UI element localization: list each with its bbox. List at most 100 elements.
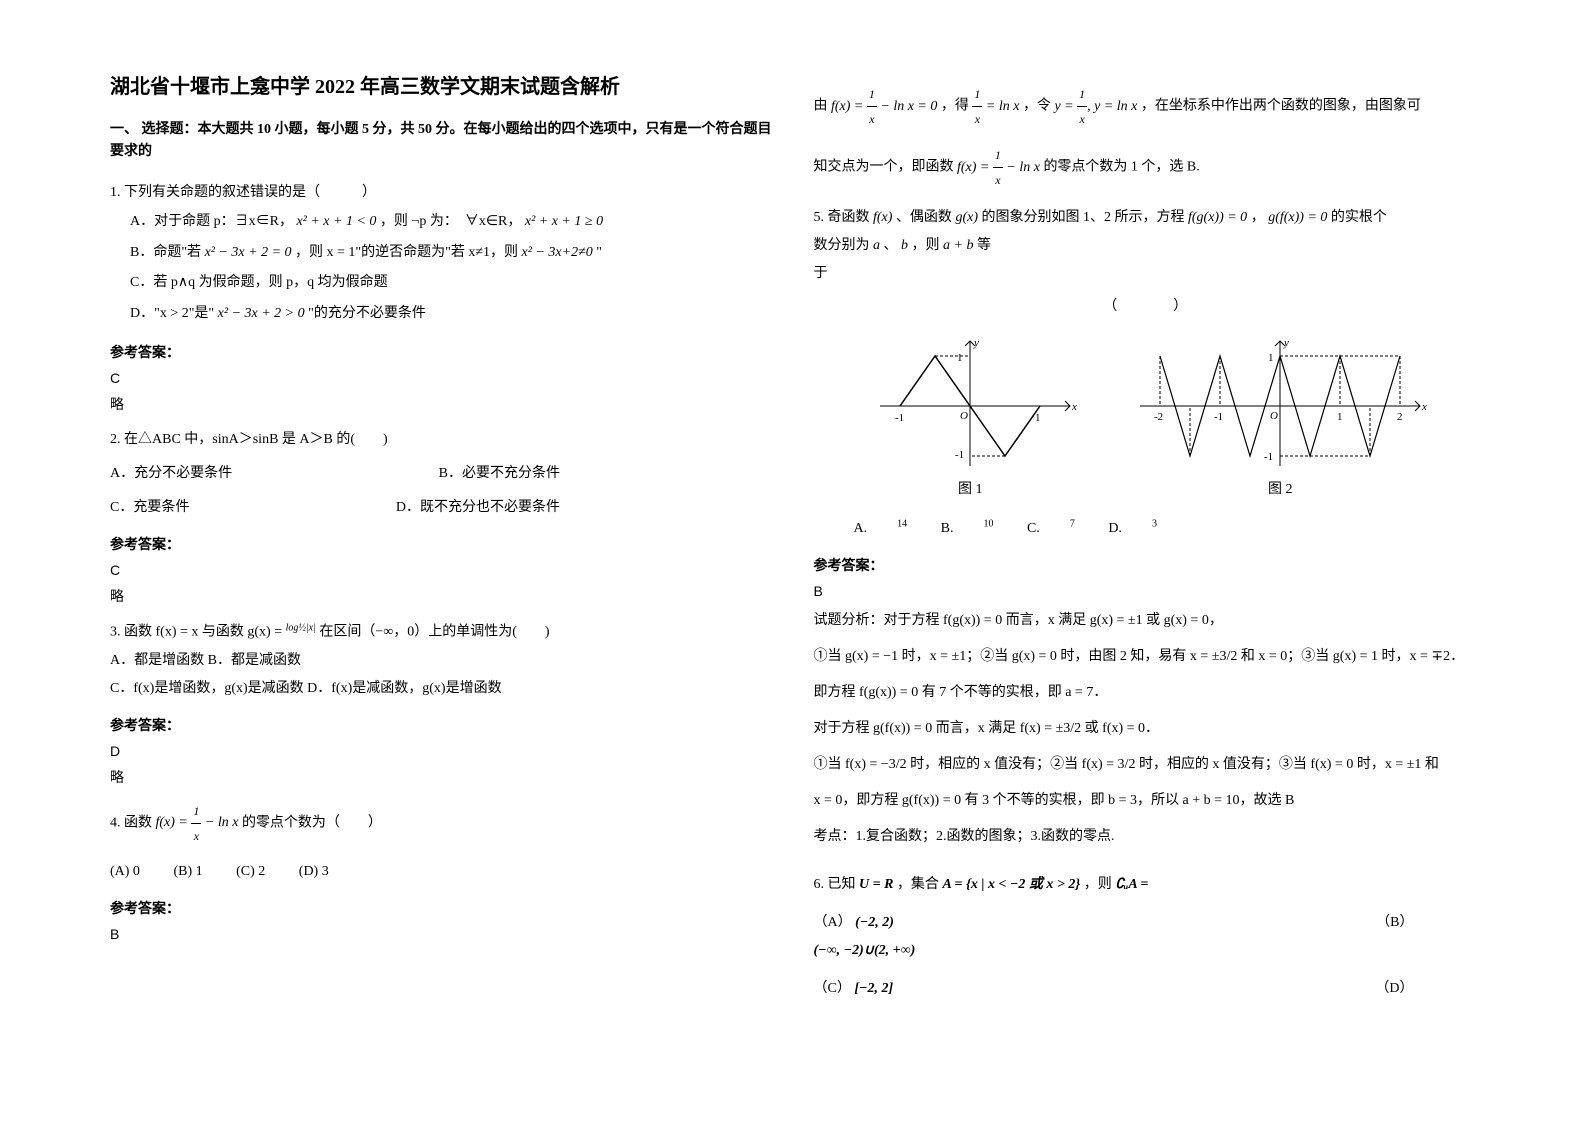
q5-exp-4: 对于方程 g(f(x)) = 0 而言，x 满足 f(x) = ±3/2 或 f… xyxy=(814,715,1478,743)
q1-answer: C xyxy=(110,370,774,386)
svg-text:-1: -1 xyxy=(1264,451,1273,463)
question-1: 1. 下列有关命题的叙述错误的是（ ） A．对于命题 p：∃x∈R， x² + … xyxy=(110,179,774,330)
q6-opts-1: （A） (−2, 2) （B） xyxy=(814,909,1414,937)
q5-exp-3: 即方程 f(g(x)) = 0 有 7 个不等的实根，即 a = 7． xyxy=(814,679,1478,707)
q4-stem: 4. 函数 f(x) = 1x − ln x 的零点个数为（ ） xyxy=(110,799,774,848)
q2-opt-d: D．既不充分也不必要条件 xyxy=(396,494,560,522)
svg-text:1: 1 xyxy=(1268,352,1274,364)
q2-answer-label: 参考答案： xyxy=(110,534,774,554)
q6-opt-b-val: (−∞, −2)∪(2, +∞) xyxy=(814,937,1478,965)
q6-opt-c: （C） [−2, 2] xyxy=(814,975,894,1003)
q3-opt-b: B．都是减函数 xyxy=(208,653,301,668)
svg-text:1: 1 xyxy=(1337,411,1343,423)
q6-opts-2: （C） [−2, 2] （D） xyxy=(814,975,1414,1003)
question-6: 6. 已知 U = R ，集合 A = {x | x < −2 或 x > 2}… xyxy=(814,871,1478,1003)
q3-stem: 3. 函数 f(x) = x 与函数 g(x) = log½|x| 在区间（−∞… xyxy=(110,618,774,647)
q3-opt-d: D．f(x)是减函数，g(x)是增函数 xyxy=(307,681,501,696)
svg-text:y: y xyxy=(973,337,979,349)
q4-opt-b: (B) 1 xyxy=(173,864,202,879)
svg-text:1: 1 xyxy=(1035,412,1041,424)
q2-opt-b: B．必要不充分条件 xyxy=(439,460,560,488)
q5-answer: B xyxy=(814,583,1478,599)
q6-stem: 6. 已知 U = R ，集合 A = {x | x < −2 或 x > 2}… xyxy=(814,871,1478,899)
q2-stem: 2. 在△ABC 中，sinA＞sinB 是 A＞B 的( ) xyxy=(110,426,774,454)
q4-opt-a: (A) 0 xyxy=(110,864,140,879)
q3-answer-label: 参考答案： xyxy=(110,715,774,735)
svg-text:2: 2 xyxy=(1397,411,1403,423)
q5-graphs: x y -1 1 1 -1 O 图 1 xyxy=(814,326,1478,504)
q4-opt-d: (D) 3 xyxy=(299,864,329,879)
svg-text:-1: -1 xyxy=(955,449,964,461)
q5-opt-b: B.10 xyxy=(941,521,994,536)
q2-opt-a: A．充分不必要条件 xyxy=(110,460,232,488)
q2-opt-c: C．充要条件 xyxy=(110,494,189,522)
q3-opt-c: C．f(x)是增函数，g(x)是减函数 xyxy=(110,681,304,696)
graph-1-label: 图 1 xyxy=(860,476,1080,504)
right-column: 由 f(x) = 1x − ln x = 0 ，得 1x = ln x ，令 y… xyxy=(794,70,1498,1015)
svg-text:-1: -1 xyxy=(895,412,904,424)
q4-fn: f(x) = 1x − ln x xyxy=(156,815,242,830)
question-5: 5. 奇函数 f(x) 、偶函数 g(x) 的图象分别如图 1、2 所示，方程 … xyxy=(814,204,1478,543)
q2-answer: C xyxy=(110,562,774,578)
q4-explain-1: 由 f(x) = 1x − ln x = 0 ，得 1x = ln x ，令 y… xyxy=(814,82,1478,131)
svg-text:x: x xyxy=(1421,401,1427,413)
q6-opt-d-label: （D） xyxy=(1375,975,1413,1003)
graph-2-label: 图 2 xyxy=(1130,476,1430,504)
q4-opt-c: (C) 2 xyxy=(236,864,265,879)
q5-exp-2: ①当 g(x) = −1 时，x = ±1；②当 g(x) = 0 时，由图 2… xyxy=(814,643,1478,671)
svg-text:1: 1 xyxy=(957,352,963,364)
q5-graph-1: x y -1 1 1 -1 O 图 1 xyxy=(860,326,1080,504)
question-3: 3. 函数 f(x) = x 与函数 g(x) = log½|x| 在区间（−∞… xyxy=(110,618,774,703)
q3-answer: D xyxy=(110,743,774,759)
q5-stem-l3: 于 xyxy=(814,260,1478,288)
svg-text:y: y xyxy=(1283,337,1289,349)
svg-text:-2: -2 xyxy=(1154,411,1163,423)
q2-opts-2: C．充要条件 D．既不充分也不必要条件 xyxy=(110,494,560,522)
q1-opt-d: D．"x > 2"是" x² − 3x + 2 > 0 "的充分不必要条件 xyxy=(130,299,774,330)
graph-1-svg: x y -1 1 1 -1 O xyxy=(860,336,1080,476)
q5-options: A.14 B.10 C.7 D.3 xyxy=(854,514,1187,543)
q5-opt-a: A.14 xyxy=(854,521,908,536)
left-column: 湖北省十堰市上龛中学 2022 年高三数学文期末试题含解析 一、 选择题：本大题… xyxy=(90,70,794,1015)
q5-exp-5: ①当 f(x) = −3/2 时，相应的 x 值没有；②当 f(x) = 3/2… xyxy=(814,751,1478,779)
page-root: 湖北省十堰市上龛中学 2022 年高三数学文期末试题含解析 一、 选择题：本大题… xyxy=(0,0,1587,1085)
q4-answer: B xyxy=(110,926,774,942)
q4-explain-2: 知交点为一个，即函数 f(x) = 1x − ln x 的零点个数为 1 个，选… xyxy=(814,143,1478,192)
svg-text:x: x xyxy=(1071,401,1077,413)
q3-answer-note: 略 xyxy=(110,767,774,787)
page-title: 湖北省十堰市上龛中学 2022 年高三数学文期末试题含解析 xyxy=(110,70,774,99)
q2-answer-note: 略 xyxy=(110,586,774,606)
q5-exp-6: x = 0，即方程 g(f(x)) = 0 有 3 个不等的实根，即 b = 3… xyxy=(814,787,1478,815)
q5-paren: （ ） xyxy=(814,293,1478,321)
q1-answer-label: 参考答案： xyxy=(110,342,774,362)
q5-opt-d: D.3 xyxy=(1108,521,1157,536)
q1-opt-c: C．若 p∧q 为假命题，则 p，q 均为假命题 xyxy=(130,268,774,299)
q3-opts-1: A．都是增函数 B．都是减函数 xyxy=(110,647,774,675)
q1-answer-note: 略 xyxy=(110,394,774,414)
svg-text:O: O xyxy=(960,410,968,422)
q1-opt-b: B．命题"若 x² − 3x + 2 = 0 ，则 x = 1"的逆否命题为"若… xyxy=(130,238,774,269)
q1-opt-a: A．对于命题 p：∃x∈R， x² + x + 1 < 0 ，则 ¬p 为： ∀… xyxy=(130,207,774,238)
q4-options: (A) 0 (B) 1 (C) 2 (D) 3 xyxy=(110,858,359,886)
svg-text:O: O xyxy=(1270,410,1278,422)
q2-opts-1: A．充分不必要条件 B．必要不充分条件 xyxy=(110,460,560,488)
q3-opt-a: A．都是增函数 xyxy=(110,653,204,668)
question-4: 4. 函数 f(x) = 1x − ln x 的零点个数为（ ） (A) 0 (… xyxy=(110,799,774,886)
q6-opt-b-label: （B） xyxy=(1376,909,1413,937)
section-1-header: 一、 选择题：本大题共 10 小题，每小题 5 分，共 50 分。在每小题给出的… xyxy=(110,119,774,164)
q1-stem: 1. 下列有关命题的叙述错误的是（ ） xyxy=(110,179,774,207)
q1-options: A．对于命题 p：∃x∈R， x² + x + 1 < 0 ，则 ¬p 为： ∀… xyxy=(130,207,774,330)
q5-exp-7: 考点：1.复合函数；2.函数的图象；3.函数的零点. xyxy=(814,823,1478,851)
q6-opt-a: （A） (−2, 2) xyxy=(814,909,894,937)
q4-answer-label: 参考答案： xyxy=(110,898,774,918)
q5-stem-l1: 5. 奇函数 f(x) 、偶函数 g(x) 的图象分别如图 1、2 所示，方程 … xyxy=(814,204,1478,232)
q5-opt-c: C.7 xyxy=(1027,521,1075,536)
q3-opts-2: C．f(x)是增函数，g(x)是减函数 D．f(x)是减函数，g(x)是增函数 xyxy=(110,675,774,703)
q5-answer-label: 参考答案： xyxy=(814,555,1478,575)
q5-exp-1: 试题分析：对于方程 f(g(x)) = 0 而言，x 满足 g(x) = ±1 … xyxy=(814,607,1478,635)
q5-graph-2: x y -2 -1 1 xyxy=(1130,326,1430,504)
graph-2-svg: x y -2 -1 1 xyxy=(1130,336,1430,476)
svg-text:-1: -1 xyxy=(1214,411,1223,423)
q5-stem-l2: 数分别为 a 、 b ，则 a + b 等 xyxy=(814,232,1478,260)
question-2: 2. 在△ABC 中，sinA＞sinB 是 A＞B 的( ) A．充分不必要条… xyxy=(110,426,774,522)
